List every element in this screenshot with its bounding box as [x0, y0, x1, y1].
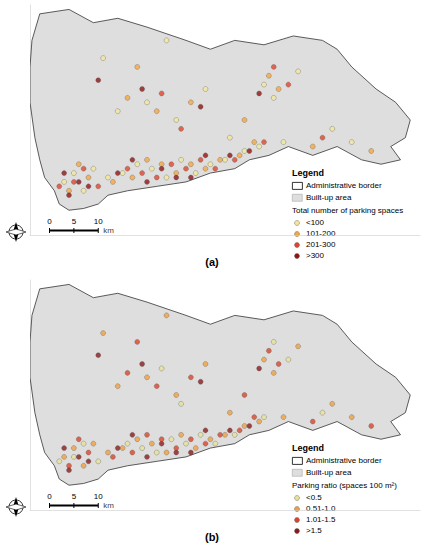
- svg-text:>300: >300: [306, 251, 325, 260]
- svg-text:Total number of parking spaces: Total number of parking spaces: [292, 206, 403, 215]
- svg-text:0: 0: [47, 492, 52, 501]
- svg-text:Built-up area: Built-up area: [306, 468, 352, 477]
- svg-text:Administrative border: Administrative border: [306, 456, 382, 465]
- svg-text:101-200: 101-200: [306, 229, 336, 238]
- svg-text:201-300: 201-300: [306, 240, 336, 249]
- svg-text:5: 5: [72, 217, 77, 226]
- svg-text:Administrative border: Administrative border: [306, 181, 382, 190]
- svg-text:Built-up area: Built-up area: [306, 193, 352, 202]
- svg-text:Legend: Legend: [292, 443, 324, 453]
- svg-text:0.51-1.0: 0.51-1.0: [306, 504, 336, 513]
- svg-text:Parking ratio (spaces 100 m²): Parking ratio (spaces 100 m²): [292, 481, 397, 490]
- svg-text:(b): (b): [205, 531, 219, 543]
- svg-text:5: 5: [72, 492, 77, 501]
- svg-text:1.01-1.5: 1.01-1.5: [306, 515, 336, 524]
- svg-text:10: 10: [94, 492, 103, 501]
- svg-text:10: 10: [94, 217, 103, 226]
- svg-text:km: km: [103, 226, 114, 235]
- svg-text:km: km: [103, 501, 114, 510]
- svg-text:<100: <100: [306, 218, 325, 227]
- svg-text:<0.5: <0.5: [306, 493, 322, 502]
- svg-text:0: 0: [47, 217, 52, 226]
- svg-text:(a): (a): [205, 256, 219, 268]
- svg-text:>1.5: >1.5: [306, 526, 322, 535]
- svg-text:Legend: Legend: [292, 168, 324, 178]
